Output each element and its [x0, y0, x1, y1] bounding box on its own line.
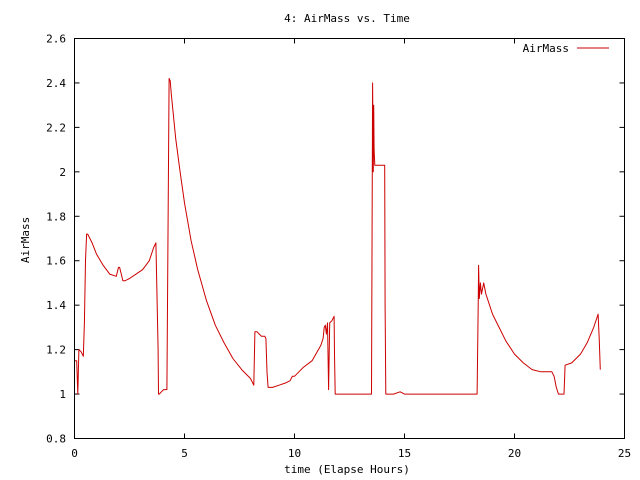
x-tick-label: 5	[181, 447, 188, 460]
y-tick-label: 0.8	[46, 433, 66, 446]
y-tick-label: 1.8	[46, 210, 66, 223]
y-tick-label: 2	[59, 166, 66, 179]
y-tick-label: 1.2	[46, 344, 66, 357]
y-tick-label: 2.4	[46, 77, 66, 90]
y-axis-label: AirMass	[19, 217, 32, 263]
x-tick-label: 15	[398, 447, 411, 460]
legend-label: AirMass	[523, 42, 569, 55]
x-axis-ticks: 0 5 10 15 20 25	[71, 38, 631, 460]
x-tick-label: 10	[288, 447, 301, 460]
x-axis-label: time (Elapse Hours)	[284, 463, 410, 476]
x-tick-label: 0	[71, 447, 78, 460]
y-tick-label: 1	[59, 388, 66, 401]
legend: AirMass	[523, 42, 609, 55]
x-tick-label: 25	[618, 447, 631, 460]
chart-title: 4: AirMass vs. Time	[284, 12, 410, 25]
plot-frame	[74, 38, 625, 439]
y-tick-label: 2.6	[46, 33, 66, 46]
y-tick-label: 1.4	[46, 299, 66, 312]
y-tick-label: 2.2	[46, 121, 66, 134]
series-line-airmass	[74, 78, 601, 395]
series-layer	[74, 78, 601, 395]
y-tick-label: 1.6	[46, 255, 66, 268]
x-tick-label: 20	[508, 447, 521, 460]
